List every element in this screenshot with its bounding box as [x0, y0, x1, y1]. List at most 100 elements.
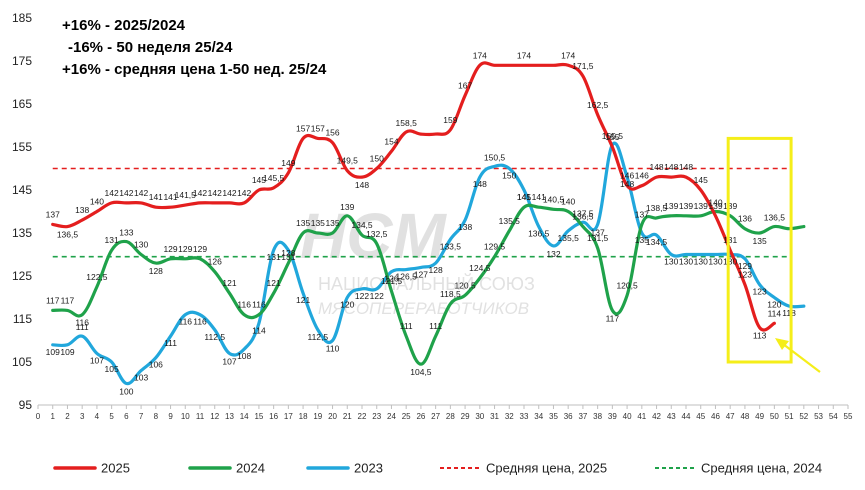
data-label-2024: 139 — [679, 201, 693, 211]
data-label-2025: 142 — [237, 188, 251, 198]
data-label-2024: 139 — [664, 201, 678, 211]
data-label-2025: 148 — [664, 162, 678, 172]
data-label-2025: 148 — [649, 162, 663, 172]
y-tick-label: 175 — [12, 54, 32, 68]
data-label-2025: 162,5 — [587, 100, 609, 110]
legend-label-1: 2024 — [236, 461, 265, 476]
data-label-2025: 171,5 — [572, 61, 594, 71]
data-label-2023: 112,5 — [204, 332, 225, 342]
data-label-2023: 127 — [414, 269, 428, 279]
data-label-2025: 154 — [384, 136, 398, 146]
data-label-2023: 110 — [326, 344, 340, 354]
data-label-2024: 134,5 — [351, 220, 373, 230]
x-tick-label: 20 — [328, 412, 337, 421]
data-label-2023: 116 — [178, 317, 192, 327]
x-tick-label: 9 — [168, 412, 173, 421]
annotation-line-2: -16% - 50 неделя 25/24 — [68, 39, 233, 56]
x-tick-label: 24 — [387, 412, 396, 421]
x-tick-label: 32 — [505, 412, 514, 421]
x-tick-label: 36 — [564, 412, 573, 421]
data-label-2025: 141 — [163, 192, 177, 202]
highlight-region — [726, 136, 821, 373]
data-label-2025: 174 — [561, 50, 575, 60]
data-label-2023: 150,5 — [484, 152, 506, 162]
data-label-2023: 109 — [60, 347, 74, 357]
data-label-2023: 130 — [708, 257, 722, 267]
x-tick-label: 34 — [534, 412, 543, 421]
data-label-2023: 135 — [635, 235, 649, 245]
x-tick-label: 29 — [461, 412, 470, 421]
data-label-2023: 122 — [370, 291, 384, 301]
data-label-2024: 129,5 — [484, 242, 506, 252]
x-tick-label: 40 — [623, 412, 632, 421]
reference-lines — [52, 167, 790, 258]
arrow-head — [775, 338, 789, 350]
legend-label-3: Средняя цена, 2025 — [486, 461, 607, 476]
data-label-2024: 124,5 — [469, 263, 491, 273]
data-label-2025: 141,5 — [175, 190, 197, 200]
data-label-2024: 120,5 — [616, 280, 638, 290]
x-tick-label: 38 — [593, 412, 602, 421]
y-tick-label: 155 — [12, 140, 32, 154]
data-label-2024: 140 — [708, 198, 722, 208]
data-label-2024: 121,5 — [381, 276, 403, 286]
data-label-2023: 145 — [517, 192, 531, 202]
data-label-2024: 111 — [429, 321, 442, 331]
legend-label-4: Средняя цена, 2024 — [701, 461, 822, 476]
data-label-2023: 120 — [767, 300, 781, 310]
data-label-2023: 137,5 — [572, 208, 594, 218]
y-tick-label: 165 — [12, 97, 32, 111]
data-label-2025: 138 — [75, 205, 89, 215]
x-tick-label: 54 — [829, 412, 838, 421]
series-lines — [51, 61, 806, 386]
data-label-2025: 139 — [708, 201, 722, 211]
data-label-2025: 158,5 — [396, 118, 418, 128]
data-label-2023: 114 — [252, 325, 266, 335]
data-label-2025: 113 — [753, 331, 767, 341]
x-tick-label: 19 — [313, 412, 322, 421]
data-label-2024: 128 — [149, 266, 163, 276]
data-label-2024: 122,5 — [86, 272, 108, 282]
data-label-2024: 137 — [635, 209, 649, 219]
data-label-2024: 129 — [163, 244, 177, 254]
data-label-2023: 130 — [664, 257, 678, 267]
x-tick-label: 31 — [490, 412, 499, 421]
data-label-2025: 145 — [252, 175, 266, 185]
data-label-2023: 105 — [105, 364, 119, 374]
data-label-2023: 111 — [164, 338, 177, 348]
data-label-2024: 104,5 — [410, 367, 432, 377]
x-tick-label: 37 — [578, 412, 587, 421]
data-label-2023: 137 — [591, 227, 605, 237]
x-tick-label: 12 — [210, 412, 219, 421]
data-label-2023: 136,5 — [528, 229, 550, 239]
data-label-2025: 146 — [635, 171, 649, 181]
data-label-2023: 148 — [620, 179, 634, 189]
annotation-line-3: +16% - средняя цена 1-50 нед. 25/24 — [62, 61, 327, 78]
data-label-2025: 142 — [134, 188, 148, 198]
data-label-2024: 135 — [311, 218, 325, 228]
data-label-2023: 126 — [384, 274, 398, 284]
data-label-2024: 116 — [252, 300, 266, 310]
data-label-2023: 111 — [76, 322, 89, 332]
data-label-2025: 159 — [443, 115, 457, 125]
x-tick-label: 46 — [711, 412, 720, 421]
x-tick-label: 43 — [667, 412, 676, 421]
x-tick-label: 48 — [740, 412, 749, 421]
data-label-2024: 111 — [400, 321, 413, 331]
data-label-2023: 131 — [281, 252, 295, 262]
annotation-line-1: +16% - 2025/2024 — [62, 17, 186, 34]
data-label-2024: 117 — [61, 295, 75, 305]
data-label-2023: 107 — [90, 355, 104, 365]
data-label-2024: 121 — [222, 278, 236, 288]
x-tick-label: 30 — [475, 412, 484, 421]
x-tick-label: 51 — [785, 412, 794, 421]
data-label-2024: 139 — [723, 201, 737, 211]
x-tick-label: 33 — [520, 412, 529, 421]
x-tick-label: 3 — [80, 412, 85, 421]
data-label-2023: 134,5 — [646, 237, 668, 247]
x-tick-label: 50 — [770, 412, 779, 421]
x-tick-label: 2 — [65, 412, 70, 421]
data-label-2023: 123 — [753, 287, 767, 297]
